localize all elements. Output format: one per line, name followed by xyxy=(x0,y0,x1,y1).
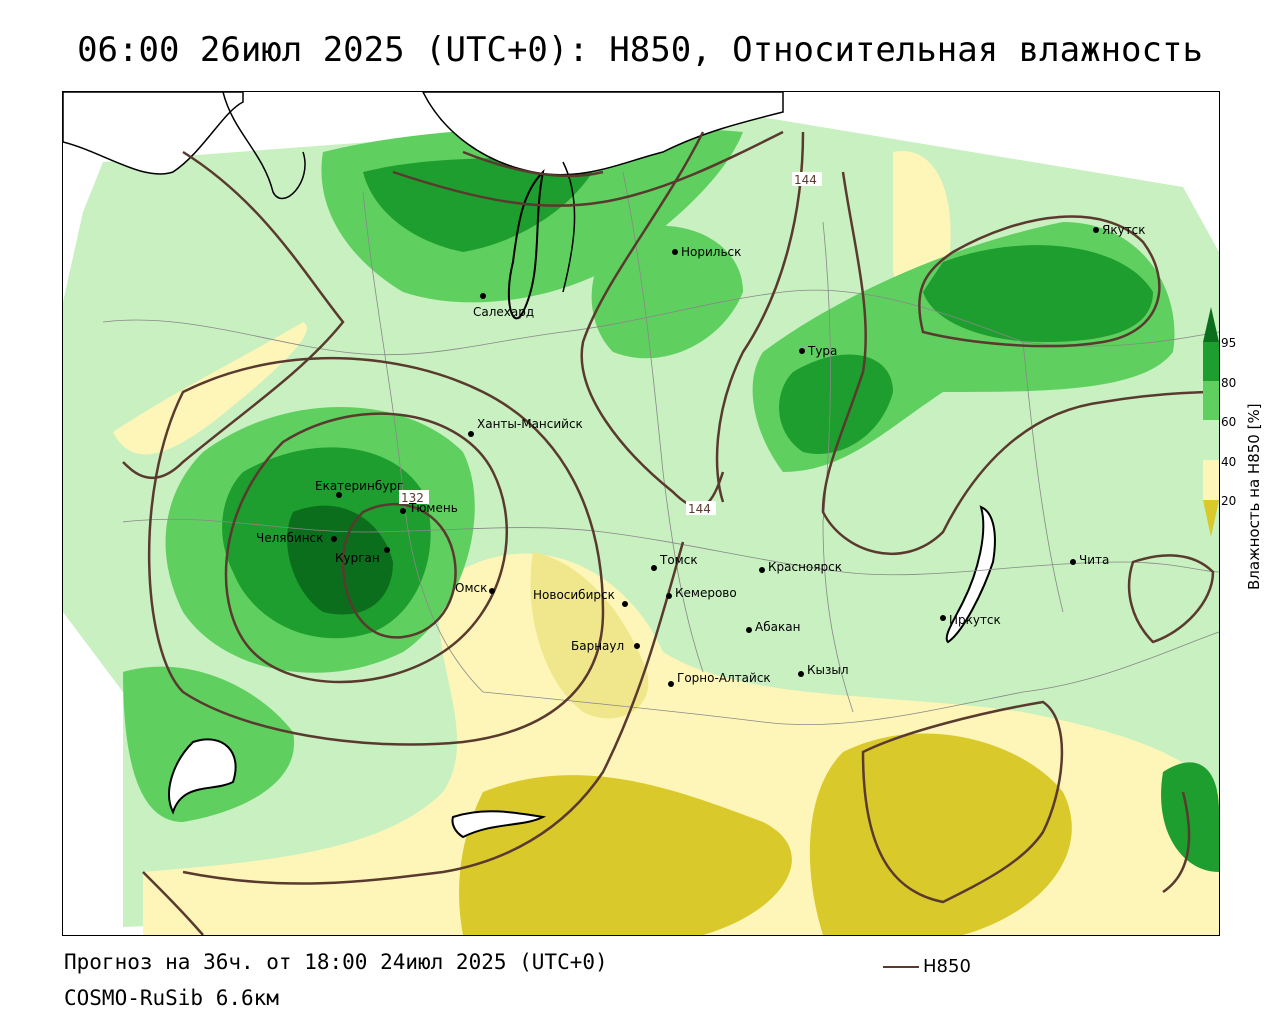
city-yakutsk: Якутск xyxy=(1102,223,1146,237)
city-dot xyxy=(799,348,805,354)
contour-label-144-north: 144 xyxy=(794,173,817,187)
colorbar-bin-20-40 xyxy=(1203,460,1219,500)
city-dot xyxy=(746,627,752,633)
city-dot xyxy=(384,547,390,553)
colorbar-tick-60: 60 xyxy=(1221,415,1237,429)
colorbar-tick-95: 95 xyxy=(1221,336,1237,350)
city-dot xyxy=(336,492,342,498)
dry-band-northwest xyxy=(113,322,307,455)
coast-kara xyxy=(422,92,784,176)
city-dot xyxy=(1070,559,1076,565)
contour-label-bg xyxy=(792,172,822,186)
cities: Якутск Норильск Салехард Тура Ханты-Манс… xyxy=(256,223,1146,687)
map-title: 06:00 26июл 2025 (UTC+0): H850, Относите… xyxy=(77,30,1203,70)
contour-legend: H850 xyxy=(883,956,971,977)
city-dot xyxy=(666,593,672,599)
contour-label-group: 144 144 132 xyxy=(399,172,822,516)
colorbar-tick-40: 40 xyxy=(1221,455,1237,469)
city-novosibirsk: Новосибирск xyxy=(533,588,615,602)
very-wet-area-yakutia xyxy=(923,245,1153,342)
city-dot xyxy=(651,565,657,571)
city-dot xyxy=(622,601,628,607)
colorbar-top-arrow xyxy=(1203,307,1219,342)
lake-baikal xyxy=(945,505,996,644)
h850-contours xyxy=(122,130,1219,935)
city-kemerovo: Кемерово xyxy=(675,586,737,600)
city-khanty-mansiysk: Ханты-Мансийск xyxy=(477,417,583,431)
coast-barents xyxy=(63,92,244,175)
city-dot xyxy=(634,643,640,649)
model-info: COSMO-RuSib 6.6км xyxy=(64,986,279,1010)
colorbar-bottom-arrow xyxy=(1203,500,1219,537)
city-dot xyxy=(331,536,337,542)
very-dry-area-west xyxy=(459,775,792,935)
colorbar-bin-40-60 xyxy=(1203,420,1219,460)
city-dot xyxy=(468,431,474,437)
contour-label-132: 132 xyxy=(401,491,424,505)
map-frame: 144 144 132 Якутск Норильск Салехард Тур… xyxy=(62,91,1220,936)
city-dot xyxy=(1093,227,1099,233)
city-barnaul: Барнаул xyxy=(571,639,624,653)
forecast-info: Прогноз на 36ч. от 18:00 24июл 2025 (UTC… xyxy=(64,950,608,974)
city-salekhard: Салехард xyxy=(473,305,534,319)
city-omsk: Омск xyxy=(455,581,487,595)
city-dot xyxy=(400,508,406,514)
colorbar-tick-80: 80 xyxy=(1221,376,1237,390)
contour-label-bg xyxy=(686,501,716,515)
contour-label-144-south: 144 xyxy=(688,502,711,516)
coast-ob-bay xyxy=(507,168,545,320)
city-abakan: Абакан xyxy=(755,620,800,634)
admin-borders xyxy=(102,171,1219,726)
city-krasnoyarsk: Красноярск xyxy=(768,560,842,574)
city-dot xyxy=(668,681,674,687)
wet-area-southeast xyxy=(1161,762,1219,872)
humidity-map: 144 144 132 Якутск Норильск Салехард Тур… xyxy=(63,92,1219,935)
lake-balkhash xyxy=(451,810,547,839)
contour-legend-label: H850 xyxy=(923,956,971,977)
city-tura: Тура xyxy=(807,344,837,358)
city-norilsk: Норильск xyxy=(681,245,741,259)
city-dot xyxy=(489,588,495,594)
city-chita: Чита xyxy=(1079,553,1109,567)
city-kyzyl: Кызыл xyxy=(807,663,849,677)
city-yekaterinburg: Екатеринбург xyxy=(315,479,403,493)
saturated-area-urals xyxy=(287,505,393,615)
city-irkutsk: Иркутск xyxy=(949,613,1001,627)
caspian-sea xyxy=(168,738,237,815)
contour-legend-swatch xyxy=(883,965,919,968)
city-chelyabinsk: Челябинск xyxy=(256,531,323,545)
city-dot xyxy=(940,615,946,621)
colorbar xyxy=(1203,307,1219,537)
contour-label-bg xyxy=(399,490,429,504)
wet-area-norilsk xyxy=(591,225,743,359)
city-dot xyxy=(672,249,678,255)
city-dot xyxy=(480,293,486,299)
very-dry-area-mongolia xyxy=(809,733,1072,935)
city-kurgan: Курган xyxy=(335,551,380,565)
city-gorno-altaysk: Горно-Алтайск xyxy=(677,671,771,685)
dry-area-novosibirsk xyxy=(530,552,649,719)
city-tyumen: Тюмень xyxy=(408,501,458,515)
very-wet-area-tura xyxy=(779,354,893,454)
colorbar-title: Влажность на H850 [%] xyxy=(1245,403,1263,590)
colorbar-tick-20: 20 xyxy=(1221,494,1237,508)
city-dot xyxy=(798,671,804,677)
city-tomsk: Томск xyxy=(659,553,698,567)
colorbar-bin-80-95 xyxy=(1203,342,1219,381)
city-dot xyxy=(759,567,765,573)
colorbar-bin-60-80 xyxy=(1203,381,1219,420)
coast-novaya-zemlya xyxy=(222,92,306,200)
